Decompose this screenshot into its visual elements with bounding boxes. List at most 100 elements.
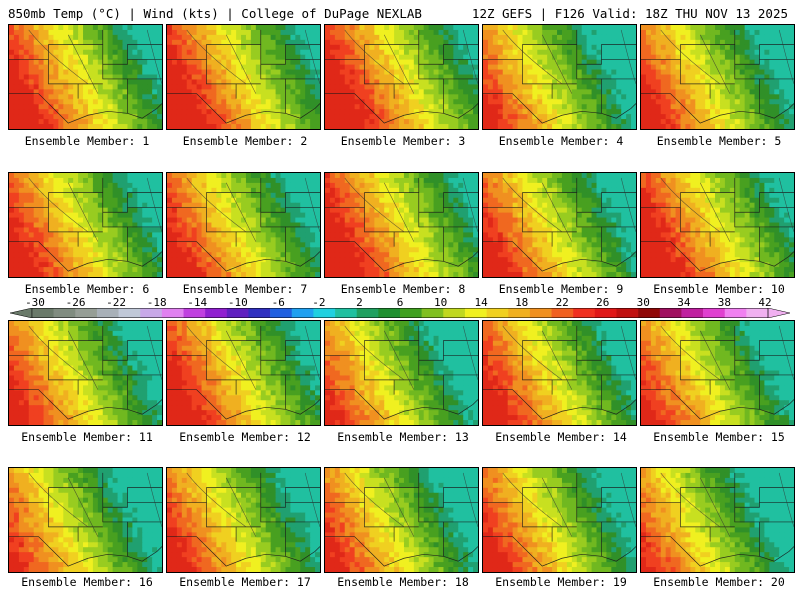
colorbar-swatch xyxy=(183,308,206,318)
member-map-15 xyxy=(640,320,795,426)
member-caption: Ensemble Member: 1 xyxy=(24,134,150,148)
isotherm-contour xyxy=(541,182,573,242)
temperature-field xyxy=(641,25,794,129)
temperature-field xyxy=(483,25,636,129)
colorbar-tick-label: 18 xyxy=(515,296,529,309)
isotherm-contour xyxy=(225,477,257,537)
member-caption: Ensemble Member: 8 xyxy=(340,282,466,296)
isotherm-contour xyxy=(660,325,721,381)
colorbar-tick-label: 6 xyxy=(396,296,404,309)
isotherm-contour xyxy=(778,472,794,527)
coastline xyxy=(325,241,478,272)
state-border xyxy=(260,487,286,557)
state-border xyxy=(734,487,794,508)
isotherm-contour xyxy=(541,34,573,94)
state-border xyxy=(641,177,736,208)
temperature-field xyxy=(167,173,320,277)
state-border xyxy=(734,44,794,65)
isotherm-contour xyxy=(699,477,731,537)
coastline xyxy=(9,93,162,124)
colorbar-swatch xyxy=(400,308,422,318)
isotherm-contour xyxy=(146,472,162,527)
colorbar-swatch xyxy=(746,308,769,318)
member-caption: Ensemble Member: 16 xyxy=(21,575,153,589)
isotherm-contour xyxy=(67,34,99,94)
state-border xyxy=(418,340,444,410)
state-border xyxy=(680,207,711,247)
colorbar-tick-label: 10 xyxy=(433,296,448,309)
state-border xyxy=(483,177,578,208)
isotherm-contour xyxy=(186,177,247,233)
isotherm-contour xyxy=(344,325,405,381)
colorbar-tick-label: 14 xyxy=(474,296,488,309)
state-border xyxy=(102,192,162,213)
colorbar-labels: -30 -26 -22 -18 -14 -10 -6 -2 2 6 10 14 18 22 26 30 34 38… xyxy=(0,296,800,309)
colorbar-tick-label: 38 xyxy=(717,296,732,309)
state-border xyxy=(206,355,237,395)
isotherm-contour xyxy=(778,177,794,232)
temperature-field xyxy=(325,25,478,129)
coastline xyxy=(483,389,636,420)
colorbar-tick-label: -6 xyxy=(271,296,285,309)
isotherm-contour xyxy=(344,472,405,528)
state-border xyxy=(102,340,128,410)
isotherm-contour xyxy=(67,182,99,242)
state-border xyxy=(206,59,237,99)
temperature-field xyxy=(325,173,478,277)
member-caption: Ensemble Member: 5 xyxy=(656,134,782,148)
colorbar xyxy=(10,308,790,318)
state-border xyxy=(206,502,237,542)
colorbar-tick-label: 30 xyxy=(636,296,650,309)
state-border xyxy=(576,340,602,410)
state-border xyxy=(734,340,760,410)
coastline xyxy=(325,536,478,567)
coastline xyxy=(167,93,320,124)
state-border xyxy=(48,355,79,395)
state-border xyxy=(576,192,636,213)
state-border xyxy=(167,177,262,208)
isotherm-contour xyxy=(304,177,320,232)
colorbar-swatch xyxy=(551,308,574,318)
colorbar-swatch xyxy=(486,308,509,318)
isotherm-contour xyxy=(699,182,731,242)
isotherm-contour xyxy=(383,477,415,537)
isotherm-contour xyxy=(541,330,573,390)
member-caption: Ensemble Member: 6 xyxy=(24,282,150,296)
state-border xyxy=(102,44,162,65)
colorbar-swatch xyxy=(443,308,466,318)
isotherm-contour xyxy=(28,325,89,381)
state-border xyxy=(418,192,478,213)
state-border xyxy=(576,44,636,65)
state-border xyxy=(522,207,553,247)
colorbar-swatch xyxy=(529,308,552,318)
colorbar-swatch xyxy=(681,308,704,318)
colorbar-tick-label: -2 xyxy=(312,296,326,309)
isotherm-contour xyxy=(186,472,247,528)
colorbar-tick-label: -14 xyxy=(187,296,208,309)
isotherm-contour xyxy=(462,325,478,380)
colorbar-swatch xyxy=(53,308,76,318)
coastline xyxy=(167,241,320,272)
colorbar-swatch xyxy=(96,308,119,318)
isotherm-contour xyxy=(186,29,247,85)
member-caption: Ensemble Member: 11 xyxy=(21,430,153,444)
isotherm-contour xyxy=(304,29,320,84)
isotherm-contour xyxy=(383,330,415,390)
state-border xyxy=(576,340,636,361)
member-caption: Ensemble Member: 18 xyxy=(337,575,469,589)
isotherm-contour xyxy=(502,177,563,233)
state-border xyxy=(9,177,104,208)
state-border xyxy=(641,472,736,503)
state-border xyxy=(364,355,395,395)
colorbar-swatch xyxy=(75,308,98,318)
isotherm-contour xyxy=(383,182,415,242)
temperature-field xyxy=(641,173,794,277)
temperature-field xyxy=(9,173,162,277)
member-map-12 xyxy=(166,320,321,426)
state-border xyxy=(9,472,104,503)
isotherm-contour xyxy=(146,325,162,380)
state-border xyxy=(325,177,420,208)
temperature-field xyxy=(483,173,636,277)
coastline xyxy=(641,93,794,124)
state-border xyxy=(364,59,395,99)
